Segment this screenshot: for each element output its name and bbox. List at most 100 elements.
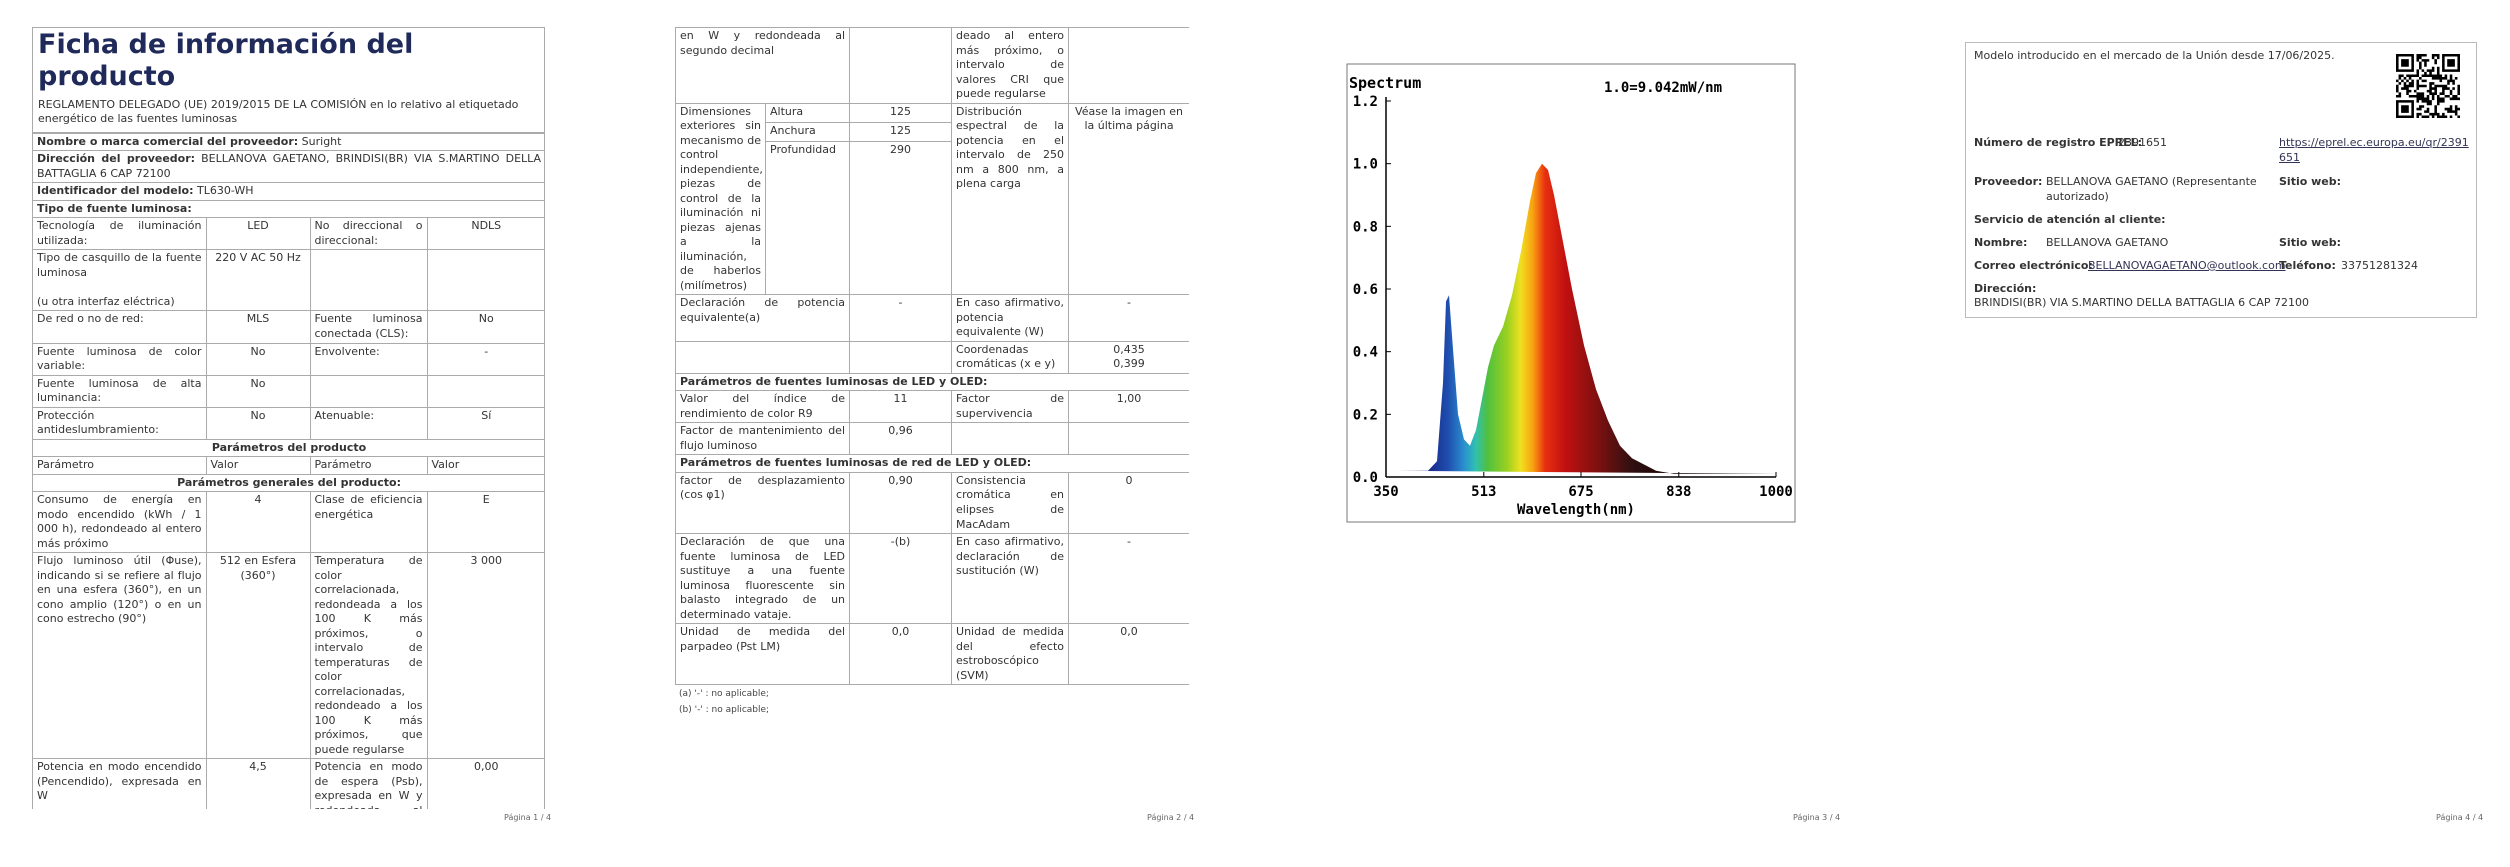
row: Parámetros del producto <box>33 438 544 458</box>
chart-title: Spectrum <box>1349 74 1421 92</box>
cell: Potencia en modo encendido (Pencendido),… <box>33 758 207 809</box>
cell: Anchura <box>764 121 851 143</box>
field-value: BRINDISI(BR) VIA S.MARTINO DELLA BATTAGL… <box>1974 296 2309 309</box>
y-tick-label: 0.6 <box>1353 282 1378 298</box>
cell: 3 000 <box>427 552 544 760</box>
cell: 0,96 <box>849 422 953 456</box>
page-footer: Página 3 / 4 <box>1793 813 1841 822</box>
chart-frame <box>1346 63 1796 523</box>
row: Anchura 125 <box>676 121 1190 143</box>
cell: Valor del índice de rendimiento de color… <box>675 390 851 424</box>
row: Declaración de que una fuente luminosa d… <box>675 533 1189 625</box>
section-heading: Servicio de atención al cliente: <box>1974 213 2166 226</box>
field-label: Dirección del proveedor: <box>37 152 196 166</box>
y-tick-label: 0.2 <box>1353 407 1378 423</box>
cell: Dirección del proveedor: BELLANOVA GAETA… <box>33 150 544 184</box>
field-value: BELLANOVA GAETANO (Representante autoriz… <box>2046 175 2257 203</box>
intro: Modelo introducido en el mercado de la U… <box>1974 49 2335 62</box>
cell: No direccional o direccional: <box>310 217 428 251</box>
row: en W y redondeada al segundo decimal dead… <box>675 27 1189 104</box>
field-label: Sitio web: <box>2279 175 2342 188</box>
field-label: Teléfono: <box>2279 259 2336 272</box>
cell: Potencia en modo de espera (Psb), expres… <box>310 758 428 809</box>
cell: Parámetros de fuentes luminosas de red d… <box>675 454 1189 473</box>
row: Declaración de potencia equivalente(a) - E… <box>675 294 1189 342</box>
row: Parámetros de fuentes luminosas de LED y… <box>675 372 1189 392</box>
x-tick-label: 675 <box>1568 484 1593 500</box>
x-tick-label: 1000 <box>1759 484 1793 500</box>
cell: Unidad de medida del parpadeo (Pst LM) <box>675 623 851 686</box>
cell: -(b) <box>849 533 953 625</box>
cell: - <box>427 342 544 376</box>
cell <box>951 422 1070 456</box>
page-1: Ficha de información del producto REGLAM… <box>32 27 545 809</box>
row: Consumo de energía en modo encendido (kW… <box>33 491 544 554</box>
cell <box>427 249 544 312</box>
row: Coordenadas cromáticas (x e y) 0,435 0,39… <box>675 340 1189 374</box>
field-label: Identificador del modelo: <box>37 184 194 198</box>
cell: Factor de mantenimiento del flujo lumino… <box>675 422 851 456</box>
x-axis-label: Wavelength(nm) <box>1517 502 1635 518</box>
row: Fuente luminosa de color variable: No Envo… <box>33 342 544 376</box>
cell <box>1068 422 1189 456</box>
cell: 4,5 <box>206 758 311 809</box>
cell: Tecnología de iluminación utilizada: <box>33 217 207 251</box>
table: en W y redondeada al segundo decimal dead… <box>675 27 1190 686</box>
cell: E <box>427 491 544 554</box>
cell: MLS <box>206 310 311 344</box>
cell: 0,0 <box>849 623 953 686</box>
cell: Protección antideslumbramiento: <box>33 406 207 440</box>
row: Factor de mantenimiento del flujo lumino… <box>675 422 1189 456</box>
y-tick-label: 0.0 <box>1353 470 1378 486</box>
row: Profundidad 290 <box>676 141 1190 296</box>
cell: 0,90 <box>849 471 953 535</box>
cell: Consumo de energía en modo encendido (kW… <box>33 491 207 554</box>
cell: 0,435 0,399 <box>1068 340 1189 374</box>
cell: Fuente luminosa de color variable: <box>33 342 207 376</box>
cell: en W y redondeada al segundo decimal <box>675 27 851 104</box>
cell: Declaración de potencia equivalente(a) <box>675 294 851 342</box>
cell: Consistencia cromática en elipses de Mac… <box>951 471 1070 535</box>
row: Dirección del proveedor: BELLANOVA GAETA… <box>33 150 544 184</box>
cell: Flujo luminoso útil (Φuse), indicando si… <box>33 552 207 760</box>
field-value: Suright <box>301 134 342 148</box>
cell: NDLS <box>427 217 544 251</box>
row: Tipo de casquillo de la fuente luminosa … <box>33 249 544 312</box>
table: Nombre o marca comercial del proveedor: … <box>33 132 544 809</box>
cell: Valor <box>206 456 311 475</box>
qr-pattern <box>2396 54 2460 118</box>
annotation: 1.0=9.042mW/nm <box>1604 80 1722 96</box>
cell: - <box>1068 533 1189 625</box>
cell: Clase de eficiencia energética <box>310 491 428 554</box>
field-value: TL630-WH <box>197 184 254 198</box>
x-tick-label: 513 <box>1471 484 1496 500</box>
y-tick-label: 1.0 <box>1353 157 1378 173</box>
footnote: (a) '-' : no aplicable; <box>679 689 769 700</box>
cell: Parámetros del producto <box>33 438 544 458</box>
page-footer: Página 4 / 4 <box>2436 813 2484 822</box>
cell: 1,00 <box>1068 390 1189 424</box>
field-label: Correo electrónico: <box>1974 259 2093 272</box>
page-2: en W y redondeada al segundo decimal dead… <box>675 27 1189 817</box>
cell: deado al entero más próximo, o intervalo… <box>951 27 1070 104</box>
cell: Fuente luminosa conectada (CLS): <box>310 310 428 344</box>
field-value: BELLANOVA GAETANO <box>2046 236 2169 249</box>
cell <box>310 249 428 312</box>
cell: Tipo de casquillo de la fuente luminosa … <box>33 249 207 312</box>
cell: Parámetros de fuentes luminosas de LED y… <box>675 372 1189 392</box>
cell: 512 en Esfera (360°) <box>206 552 311 760</box>
eprel-link[interactable]: https://eprel.ec.europa.eu/qr/2391651 <box>2279 136 2469 164</box>
cell: Envolvente: <box>310 342 428 376</box>
cell: Véase la imagen en la última página <box>1068 102 1189 296</box>
row: Dimensiones exteriores sin mecanismo de … <box>675 102 1189 296</box>
regulation: REGLAMENTO DELEGADO (UE) 2019/2015 DE LA… <box>33 96 544 133</box>
cell: 0 <box>1068 471 1189 535</box>
cell: - <box>849 294 953 342</box>
row: Parámetros de fuentes luminosas de red d… <box>675 454 1189 473</box>
row: Unidad de medida del parpadeo (Pst LM) 0,… <box>675 623 1189 686</box>
cell: Sí <box>427 406 544 440</box>
row: De red o no de red: MLS Fuente luminosa co… <box>33 310 544 344</box>
email-link[interactable]: BELLANOVAGAETANO@outlook.com <box>2088 259 2286 272</box>
